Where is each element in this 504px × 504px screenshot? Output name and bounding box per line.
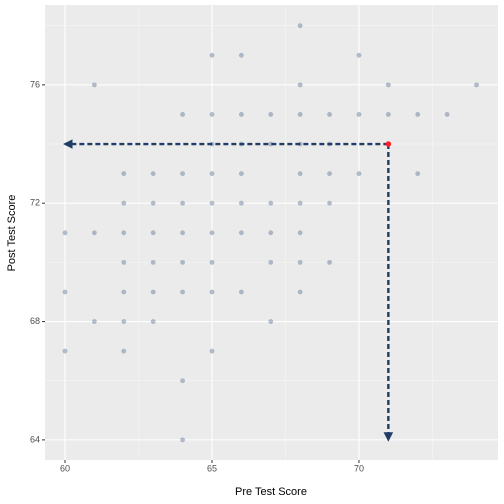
- point: [91, 319, 97, 324]
- point: [238, 200, 244, 206]
- point: [327, 112, 332, 117]
- point: [356, 171, 362, 177]
- point: [150, 259, 156, 265]
- point: [150, 289, 156, 295]
- point: [180, 112, 185, 117]
- point: [268, 319, 274, 324]
- point: [209, 230, 215, 236]
- y-axis-title: Post Test Score: [6, 195, 18, 272]
- point: [180, 378, 185, 384]
- point: [474, 82, 479, 88]
- point: [150, 171, 156, 177]
- point: [238, 171, 244, 177]
- point: [209, 112, 215, 117]
- point: [150, 319, 156, 324]
- highlight-point: [385, 141, 392, 147]
- point: [238, 112, 244, 117]
- x-tick-label: 65: [207, 463, 217, 473]
- point: [209, 348, 215, 354]
- point: [209, 171, 215, 177]
- point: [268, 112, 274, 117]
- point: [356, 52, 362, 58]
- point: [327, 259, 332, 265]
- point: [297, 82, 303, 88]
- point: [209, 259, 215, 265]
- point: [297, 259, 303, 265]
- point: [180, 200, 185, 206]
- point: [385, 82, 391, 88]
- point: [209, 289, 215, 295]
- point: [121, 319, 127, 324]
- point: [121, 259, 127, 265]
- point: [297, 289, 303, 295]
- x-tick-label: 70: [354, 463, 364, 473]
- plot-panel: [45, 5, 498, 460]
- point: [385, 112, 391, 117]
- point: [150, 230, 156, 236]
- point: [238, 52, 244, 58]
- point: [180, 171, 185, 177]
- point: [180, 289, 185, 295]
- point: [121, 230, 127, 236]
- point: [121, 200, 127, 206]
- point: [180, 437, 185, 443]
- point: [150, 200, 156, 206]
- point: [238, 230, 244, 236]
- point: [297, 112, 303, 117]
- point: [297, 23, 303, 29]
- y-tick-label: 68: [30, 316, 40, 326]
- point: [91, 230, 97, 236]
- point: [415, 171, 421, 177]
- point: [444, 112, 450, 117]
- point: [121, 289, 127, 295]
- point: [62, 289, 68, 295]
- point: [268, 230, 274, 236]
- point: [62, 348, 68, 354]
- point: [356, 112, 362, 117]
- point: [180, 259, 185, 265]
- point: [209, 52, 215, 58]
- point: [91, 82, 97, 88]
- point: [209, 200, 215, 206]
- point: [297, 230, 303, 236]
- y-tick-label: 64: [30, 434, 40, 444]
- point: [297, 171, 303, 177]
- x-axis-title: Pre Test Score: [235, 486, 307, 498]
- y-tick-label: 72: [30, 198, 40, 208]
- x-tick-label: 60: [60, 463, 70, 473]
- point: [238, 289, 244, 295]
- point: [121, 171, 127, 177]
- y-tick-label: 76: [30, 79, 40, 89]
- point: [268, 259, 274, 265]
- point: [327, 200, 332, 206]
- point: [327, 171, 332, 177]
- point: [180, 230, 185, 236]
- point: [297, 200, 303, 206]
- point: [268, 200, 274, 206]
- point: [121, 348, 127, 354]
- point: [62, 230, 68, 236]
- point: [415, 112, 421, 117]
